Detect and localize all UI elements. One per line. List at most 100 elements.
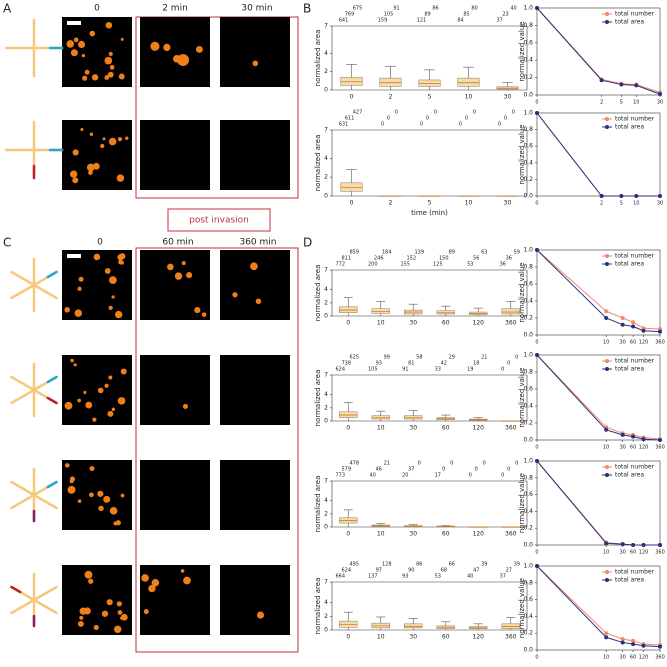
count-label: 0 bbox=[465, 116, 468, 122]
droplet bbox=[103, 495, 111, 503]
legend-label: total number bbox=[615, 253, 655, 260]
x-tick-label: 0 bbox=[535, 655, 538, 661]
x-tick-label: 10 bbox=[603, 445, 609, 451]
x-tick-label: 10 bbox=[603, 655, 609, 661]
x-tick-label: 10 bbox=[465, 94, 473, 101]
count-label: 772 bbox=[335, 262, 345, 268]
count-label: 664 bbox=[335, 574, 345, 580]
count-label: 0 bbox=[418, 461, 421, 467]
legend-marker bbox=[605, 570, 609, 574]
legend-marker bbox=[605, 125, 609, 129]
y-tick-label: 4 bbox=[324, 497, 328, 504]
series-marker bbox=[604, 427, 609, 432]
series-marker bbox=[535, 353, 539, 357]
count-label: 159 bbox=[378, 18, 388, 24]
y-tick-label: 0.6 bbox=[523, 596, 533, 603]
x-tick-label: 360 bbox=[505, 531, 517, 538]
x-tick-label: 120 bbox=[639, 655, 649, 661]
series-marker bbox=[641, 543, 646, 547]
droplet bbox=[111, 295, 115, 299]
stick bbox=[46, 480, 58, 489]
legend-label: total area bbox=[615, 577, 644, 584]
droplet bbox=[73, 363, 77, 367]
x-tick-label: 360 bbox=[655, 655, 665, 661]
count-label: 0 bbox=[507, 467, 510, 473]
series-marker bbox=[658, 92, 662, 97]
legend-marker bbox=[605, 254, 609, 258]
legend-marker bbox=[605, 465, 609, 469]
count-label: 39 bbox=[514, 562, 520, 568]
count-label: 0 bbox=[395, 110, 398, 116]
droplet bbox=[91, 74, 99, 81]
count-label: 0 bbox=[459, 122, 462, 128]
droplet bbox=[120, 368, 127, 375]
x-tick-label: 0 bbox=[535, 201, 538, 207]
count-label: 624 bbox=[335, 367, 345, 373]
count-label: 37 bbox=[496, 18, 502, 24]
x-tick-label: 5 bbox=[428, 200, 432, 207]
droplet bbox=[69, 476, 76, 482]
droplet bbox=[86, 163, 95, 172]
x-tick-label: 360 bbox=[655, 445, 665, 451]
y-tick-label: 0.6 bbox=[523, 386, 533, 393]
x-tick-label: 0 bbox=[346, 425, 350, 432]
droplet bbox=[120, 37, 124, 41]
droplet bbox=[89, 492, 94, 498]
x-tick-label: 30 bbox=[409, 634, 417, 641]
y-axis-label: normalized area bbox=[314, 265, 322, 322]
droplet bbox=[117, 137, 123, 142]
x-tick-label: 60 bbox=[442, 425, 450, 432]
count-label: 478 bbox=[349, 461, 359, 467]
droplet bbox=[89, 30, 96, 37]
droplet bbox=[88, 578, 94, 584]
count-label: 121 bbox=[417, 18, 427, 24]
count-label: 39 bbox=[481, 562, 487, 568]
series-marker bbox=[631, 324, 636, 329]
column-header: 30 min bbox=[241, 4, 272, 14]
droplet bbox=[64, 307, 70, 313]
x-tick-label: 60 bbox=[442, 531, 450, 538]
droplet bbox=[89, 132, 94, 136]
micrograph bbox=[220, 250, 290, 320]
x-tick-label: 10 bbox=[377, 634, 385, 641]
droplet bbox=[104, 268, 111, 274]
box bbox=[418, 79, 441, 87]
series-line bbox=[536, 249, 661, 330]
legend-label: total area bbox=[615, 19, 644, 26]
x-tick-label: 5 bbox=[620, 201, 623, 207]
y-tick-label: 2 bbox=[324, 174, 328, 181]
legend-label: total area bbox=[615, 472, 644, 479]
count-label: 89 bbox=[424, 12, 430, 18]
legend-label: total area bbox=[615, 261, 644, 268]
series-marker bbox=[641, 643, 646, 648]
droplet bbox=[82, 75, 88, 81]
x-tick-label: 360 bbox=[505, 425, 517, 432]
y-axis-label: normalized area bbox=[314, 476, 322, 533]
series-marker bbox=[604, 635, 609, 640]
count-label: 0 bbox=[442, 467, 445, 473]
count-label: 0 bbox=[512, 110, 515, 116]
series-marker bbox=[658, 543, 662, 547]
series-line bbox=[536, 249, 661, 333]
column-header: 0 bbox=[94, 4, 100, 14]
count-label: 769 bbox=[345, 12, 355, 18]
count-label: 0 bbox=[515, 355, 518, 361]
droplet bbox=[194, 307, 201, 314]
plot-frame bbox=[536, 7, 661, 96]
y-tick-label: 0.4 bbox=[523, 613, 533, 620]
y-tick-label: 0.4 bbox=[523, 298, 533, 305]
stick bbox=[10, 585, 58, 615]
x-tick-label: 0 bbox=[346, 531, 350, 538]
x-tick-label: 120 bbox=[639, 340, 649, 346]
post-invasion-frame bbox=[135, 16, 299, 199]
count-label: 0 bbox=[434, 110, 437, 116]
x-tick-label: 30 bbox=[619, 445, 625, 451]
count-label: 631 bbox=[339, 122, 349, 128]
droplet bbox=[181, 261, 186, 266]
droplet bbox=[97, 387, 104, 394]
x-axis-label: time (min) bbox=[411, 209, 448, 217]
count-label: 91 bbox=[393, 6, 399, 12]
count-label: 811 bbox=[341, 256, 351, 262]
count-label: 84 bbox=[457, 18, 463, 24]
plot-frame bbox=[536, 354, 661, 441]
